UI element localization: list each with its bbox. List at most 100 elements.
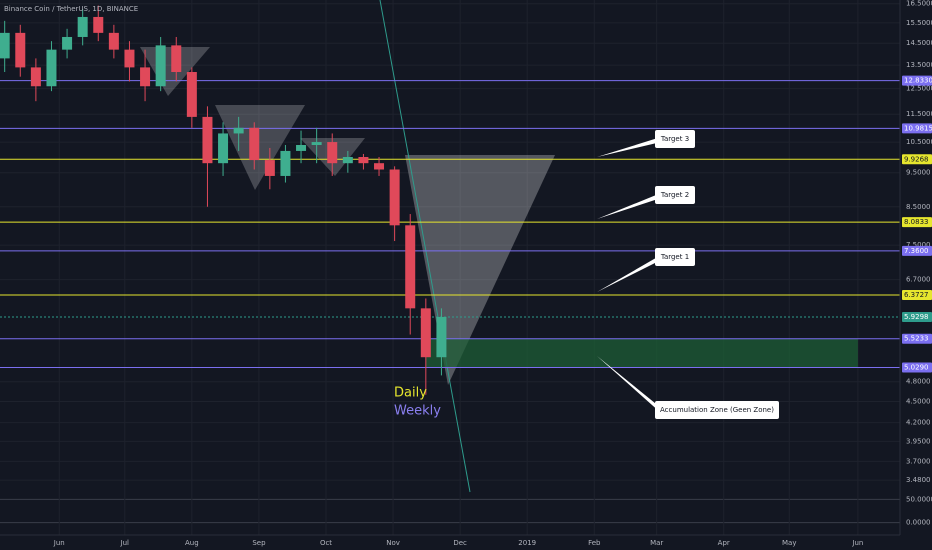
candle-body xyxy=(186,72,197,117)
candle-body xyxy=(342,157,353,164)
level-badge xyxy=(902,289,932,300)
level-badge xyxy=(902,217,932,228)
level-badge xyxy=(902,333,932,344)
candle-body xyxy=(249,127,260,161)
trend-line xyxy=(379,0,471,493)
level-label: 7.3600 xyxy=(904,247,929,255)
x-tick-label: Jul xyxy=(120,539,130,547)
y-tick-label: 3.4800 xyxy=(906,476,931,484)
y-tick-label: 8.5000 xyxy=(906,203,931,211)
candle-body xyxy=(218,133,229,164)
x-tick-label: Mar xyxy=(650,539,663,547)
y-tick-label: 4.8000 xyxy=(906,378,931,386)
level-label: 5.9298 xyxy=(904,313,929,321)
candle-body xyxy=(93,16,104,33)
candle-body xyxy=(77,16,88,37)
y-tick-label: 6.7000 xyxy=(906,276,931,284)
candle-body xyxy=(389,169,400,226)
y-tick-label: 12.5000 xyxy=(906,85,932,93)
candle-body xyxy=(124,49,135,68)
level-label: 5.0290 xyxy=(904,363,929,371)
y-tick-label: 7.5000 xyxy=(906,241,931,249)
candle-body xyxy=(202,116,213,164)
y2-tick-label: 0.0000 xyxy=(906,519,931,527)
level-badge xyxy=(902,75,932,86)
candle-body xyxy=(436,316,447,358)
candle-body xyxy=(420,308,431,358)
level-label: 6.3727 xyxy=(904,291,929,299)
y-tick-label: 10.5000 xyxy=(906,138,932,146)
level-badge xyxy=(902,245,932,256)
callout-pointer xyxy=(597,137,661,157)
callout-box xyxy=(655,248,695,266)
candle-body xyxy=(327,142,338,164)
callout-box xyxy=(655,130,695,148)
callout-text: Target 2 xyxy=(660,191,689,199)
candle-body xyxy=(358,157,369,164)
x-tick-label: Nov xyxy=(386,539,400,547)
candle-body xyxy=(140,67,151,87)
y-tick-label: 3.9500 xyxy=(906,437,931,445)
y-tick-label: 16.5000 xyxy=(906,0,932,8)
level-label: 8.0833 xyxy=(904,218,929,226)
candle-body xyxy=(15,32,26,68)
callout-box xyxy=(655,186,695,204)
chart-title: Binance Coin / TetherUS, 1D, BINANCE xyxy=(4,5,138,13)
level-badge xyxy=(902,311,932,322)
callout-text: Accumulation Zone (Geen Zone) xyxy=(660,406,774,414)
x-tick-label: Apr xyxy=(718,539,730,547)
x-tick-label: Jun xyxy=(851,539,863,547)
callout-text: Target 1 xyxy=(660,253,689,261)
level-badge xyxy=(902,123,932,134)
candle-body xyxy=(280,150,291,176)
y-tick-label: 3.7000 xyxy=(906,457,931,465)
y-tick-label: 4.5000 xyxy=(906,397,931,405)
x-tick-label: Dec xyxy=(453,539,467,547)
x-tick-label: Jun xyxy=(53,539,65,547)
legend-entry: Weekly xyxy=(394,404,441,419)
legend-entry: Daily xyxy=(394,386,427,401)
candle-body xyxy=(46,49,57,87)
candle-body xyxy=(311,142,322,145)
candle-body xyxy=(374,163,385,170)
y-tick-label: 15.5000 xyxy=(906,19,932,27)
candle-body xyxy=(405,225,416,309)
x-tick-label: Aug xyxy=(185,539,199,547)
candle-body xyxy=(171,45,182,73)
grid xyxy=(0,0,900,535)
x-tick-label: Oct xyxy=(320,539,332,547)
callout-pointer xyxy=(597,255,661,292)
candle-body xyxy=(155,45,166,87)
y-tick-label: 13.5000 xyxy=(906,61,932,69)
candle-body xyxy=(264,160,275,176)
plot: Target 3 Target 2 Target 1 Accumulation Zon… xyxy=(0,5,900,419)
level-label: 10.9815 xyxy=(904,124,932,132)
triangle xyxy=(215,105,305,190)
y-tick-label: 14.5000 xyxy=(906,39,932,47)
x-tick-label: May xyxy=(782,539,796,547)
candle-body xyxy=(0,32,10,59)
y-tick-label: 11.5000 xyxy=(906,110,932,118)
candle-body xyxy=(296,144,307,151)
level-label: 9.9268 xyxy=(904,155,929,163)
x-tick-label: Feb xyxy=(588,539,601,547)
y-tick-label: 9.5000 xyxy=(906,169,931,177)
x-tick-label: Sep xyxy=(252,539,266,547)
callout-pointer xyxy=(597,356,661,413)
candle-body xyxy=(62,36,73,50)
callout-box xyxy=(655,401,779,419)
callout-text: Target 3 xyxy=(660,135,689,143)
candle-body xyxy=(108,32,119,50)
level-label: 12.8330 xyxy=(904,77,932,85)
candle-body xyxy=(30,67,41,87)
accumulation-zone xyxy=(425,338,858,368)
candle-body xyxy=(233,127,244,134)
level-label: 5.5233 xyxy=(904,335,929,343)
y2-tick-label: 50.0000 xyxy=(906,495,932,503)
x-tick-label: 2019 xyxy=(518,539,536,547)
callout-pointer xyxy=(597,193,661,219)
level-badge xyxy=(902,154,932,165)
